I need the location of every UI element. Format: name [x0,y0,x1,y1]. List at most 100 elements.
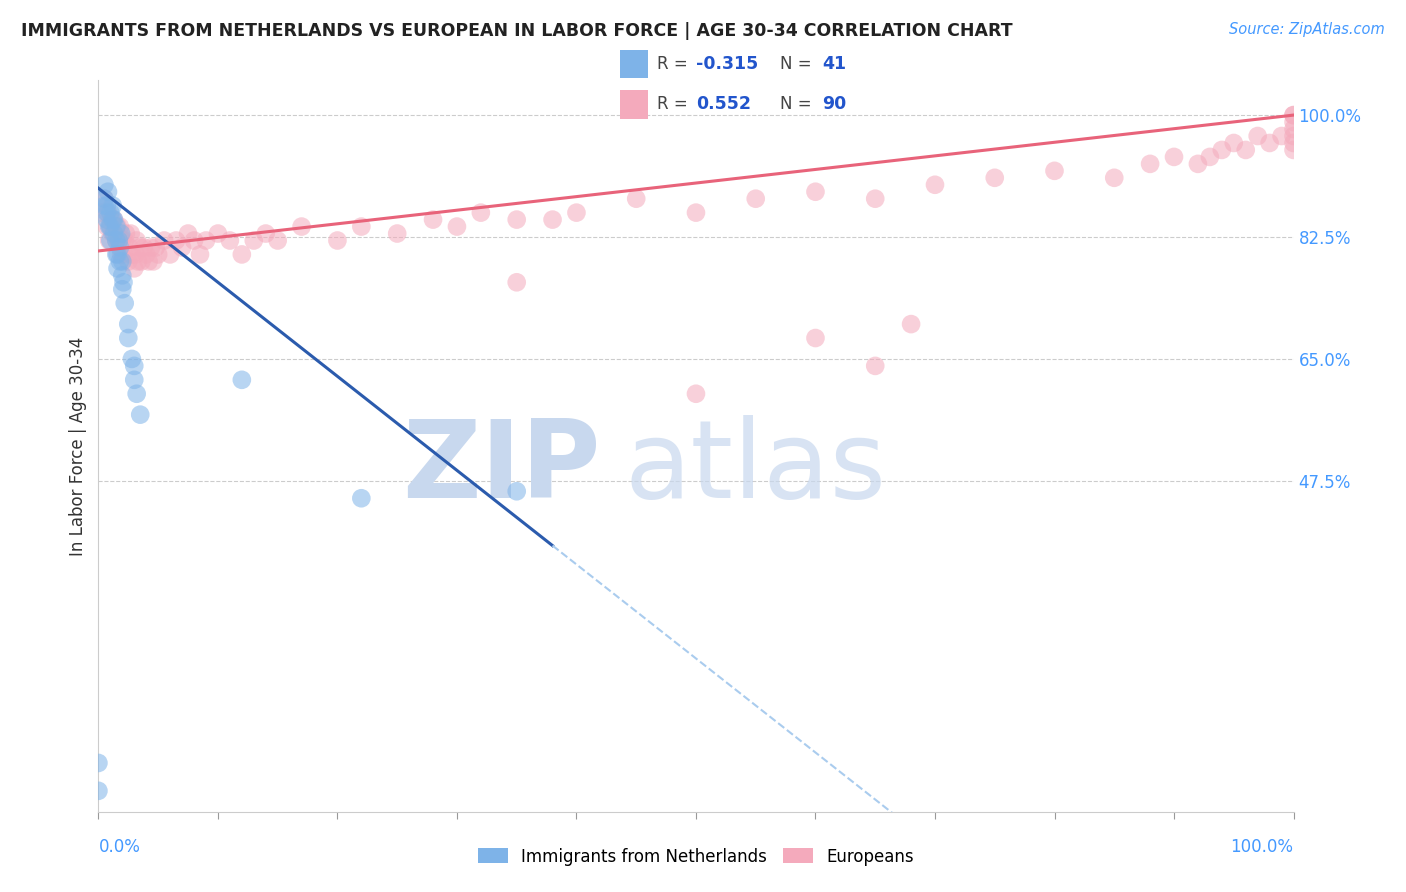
Point [541,212,564,227]
Point [118,240,141,254]
Bar [620,90,648,119]
Point [114,296,136,310]
Point [132,240,155,254]
Point [135,247,157,261]
Point [93,192,115,206]
Point [107,234,129,248]
Point [87,756,110,770]
Point [172,240,194,254]
Point [129,240,152,254]
Point [142,254,165,268]
Point [195,234,218,248]
Point [1282,108,1305,122]
Point [93,192,115,206]
Point [96,212,118,227]
Point [103,227,125,241]
Point [105,234,128,248]
Point [97,205,120,219]
Point [565,205,588,219]
Point [350,491,373,506]
Point [131,254,153,268]
Point [924,178,946,192]
Point [111,268,134,283]
Point [112,275,135,289]
Point [1282,108,1305,122]
Point [1282,122,1305,136]
Point [125,234,148,248]
Point [267,234,290,248]
Text: 41: 41 [823,55,846,73]
Point [87,784,110,798]
Point [124,373,146,387]
Y-axis label: In Labor Force | Age 30-34: In Labor Force | Age 30-34 [69,336,87,556]
Point [1234,143,1257,157]
Point [125,386,148,401]
Point [1211,143,1233,157]
Point [685,205,707,219]
Point [1043,164,1066,178]
Point [121,247,143,261]
Point [865,192,887,206]
Text: 90: 90 [823,95,846,113]
Point [422,212,444,227]
Point [804,331,827,345]
Point [112,247,135,261]
Point [219,234,242,248]
Text: 100.0%: 100.0% [1230,838,1294,856]
Point [127,254,149,268]
Point [97,185,120,199]
Point [1104,170,1126,185]
Point [100,212,122,227]
Point [231,373,253,387]
Point [1282,136,1305,150]
Point [984,170,1007,185]
Point [98,219,121,234]
Point [900,317,922,331]
Point [129,408,152,422]
Point [91,205,114,219]
Point [96,205,118,219]
Point [107,247,129,261]
Point [107,219,129,234]
Point [1282,143,1305,157]
Point [108,254,131,268]
Point [124,359,146,373]
Text: R =: R = [657,95,693,113]
Point [159,247,181,261]
Point [101,199,124,213]
Point [111,234,134,248]
Point [98,219,122,234]
Point [124,261,146,276]
Point [1163,150,1185,164]
Point [1282,115,1305,129]
Point [1223,136,1246,150]
Point [183,234,205,248]
Text: 0.0%: 0.0% [98,838,141,856]
Point [470,205,492,219]
Point [120,227,142,241]
Point [111,282,134,296]
Point [98,219,122,234]
Text: IMMIGRANTS FROM NETHERLANDS VS EUROPEAN IN LABOR FORCE | AGE 30-34 CORRELATION C: IMMIGRANTS FROM NETHERLANDS VS EUROPEAN … [21,22,1012,40]
Point [117,254,139,268]
Point [138,254,160,268]
Point [177,227,200,241]
Point [93,178,115,192]
Point [110,227,132,241]
Point [105,234,128,248]
Text: R =: R = [657,55,693,73]
Point [101,227,124,241]
Point [165,234,187,248]
Point [326,234,349,248]
Point [188,247,211,261]
Point [114,234,136,248]
Point [745,192,768,206]
Point [350,219,373,234]
Point [506,484,529,499]
Point [506,212,529,227]
Text: N =: N = [780,95,817,113]
Point [105,247,128,261]
Point [207,227,229,241]
Point [124,247,146,261]
Point [1199,150,1222,164]
